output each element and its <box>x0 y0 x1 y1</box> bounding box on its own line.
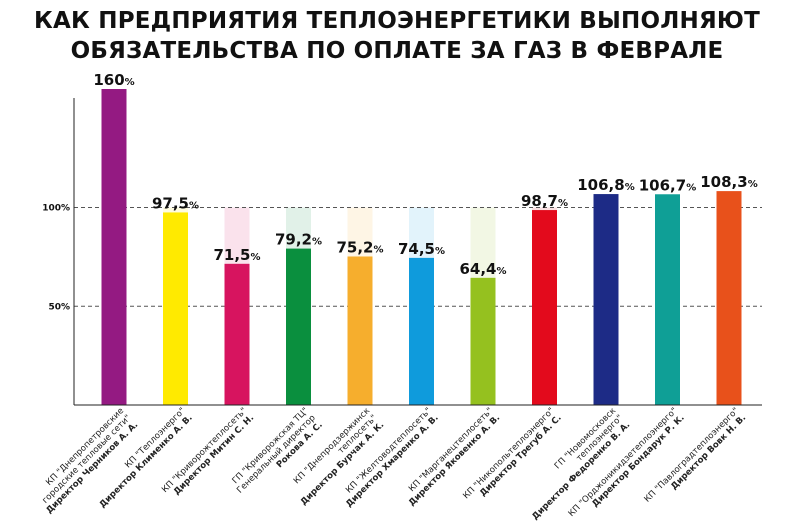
bar-stripe-2 <box>163 207 188 213</box>
bar-2 <box>163 212 188 405</box>
value-label-5: 75,2% <box>336 238 383 256</box>
chart-title-line-1: КАК ПРЕДПРИЯТИЯ ТЕПЛОЭНЕРГЕТИКИ ВЫПОЛНЯЮ… <box>34 8 760 34</box>
value-label-10: 106,7% <box>639 176 696 194</box>
bar-3 <box>224 263 250 405</box>
value-labels: 160% 97,5% 71,5% 79,2% 75,2% 74,5% 64,4% 98,7% 1… <box>93 71 757 278</box>
bar-10 <box>655 194 680 405</box>
bar-stripe-3 <box>224 207 250 264</box>
gridlines: 50% 100% <box>42 204 762 312</box>
bars <box>101 89 742 405</box>
chart-title-line-2: ОБЯЗАТЕЛЬСТВА ПО ОПЛАТЕ ЗА ГАЗ В ФЕВРАЛЕ <box>70 38 724 64</box>
bar-stripe-4 <box>286 207 311 249</box>
value-label-11: 108,3% <box>700 173 757 191</box>
bar-6 <box>409 257 434 405</box>
bar-stripe-6 <box>409 207 434 258</box>
bar-7 <box>470 277 496 405</box>
y-tick-label: 100% <box>42 204 70 214</box>
bar-stripe-7 <box>470 207 496 278</box>
bar-stripe-5 <box>347 207 373 257</box>
value-label-4: 79,2% <box>275 231 322 249</box>
axes <box>73 98 762 406</box>
bar-8 <box>532 210 557 405</box>
category-labels: КП "Днепропетровскиегородские тепловые с… <box>30 406 749 522</box>
value-label-8: 98,7% <box>521 192 568 210</box>
bar-stripe-8 <box>532 207 557 211</box>
y-tick-label: 50% <box>48 302 70 312</box>
bar-5 <box>347 256 373 405</box>
background-stripes <box>163 207 557 278</box>
category-label-1: КП "Днепропетровскиегородские тепловые с… <box>30 406 140 516</box>
value-label-1: 160% <box>93 71 134 89</box>
bar-4 <box>286 248 311 405</box>
value-label-9: 106,8% <box>577 176 634 194</box>
bar-9 <box>593 194 619 405</box>
value-label-6: 74,5% <box>398 240 445 258</box>
value-label-7: 64,4% <box>459 260 506 278</box>
value-label-3: 71,5% <box>213 246 260 264</box>
bar-11 <box>716 191 742 405</box>
bar-1 <box>101 89 127 405</box>
value-label-2: 97,5% <box>152 194 199 212</box>
